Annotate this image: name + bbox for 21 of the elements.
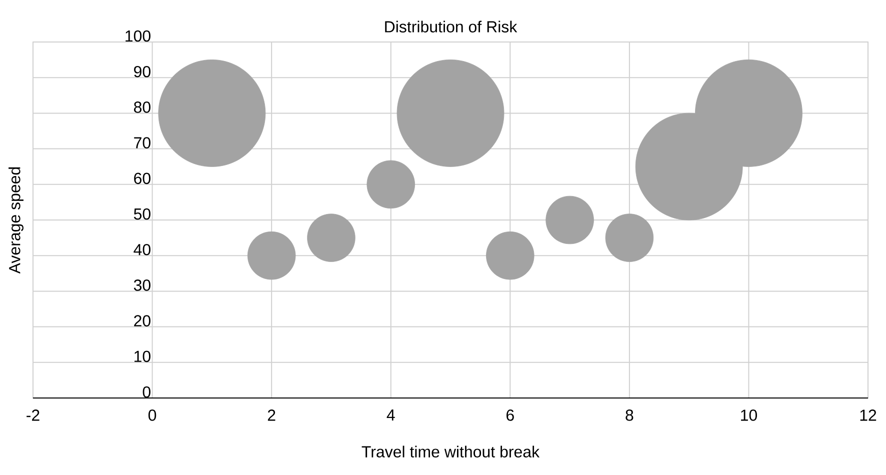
y-tick-label: 40 — [134, 244, 150, 256]
y-tick-label: 30 — [134, 280, 150, 291]
x-tick-label: 6 — [506, 410, 514, 421]
y-tick-label: 90 — [134, 66, 150, 78]
y-tick-label: 50 — [134, 208, 150, 220]
y-tick-label: 70 — [134, 137, 150, 148]
x-tick-label: 12 — [860, 410, 876, 421]
x-tick-label: -2 — [26, 410, 40, 421]
y-tick-label: 10 — [134, 350, 150, 362]
x-tick-label: 8 — [626, 410, 634, 421]
y-tick-label: 100 — [126, 30, 150, 42]
y-axis-title: Average speed — [8, 167, 24, 274]
y-tick-label: 60 — [134, 172, 150, 184]
y-tick-label: 20 — [134, 315, 150, 326]
y-tick-label: 0 — [142, 386, 150, 398]
x-tick-label: 2 — [268, 410, 276, 421]
chart-title: Distribution of Risk — [385, 20, 518, 32]
x-tick-label: 4 — [386, 410, 395, 421]
x-axis-title: Travel time without break — [362, 446, 540, 458]
x-tick-label: 10 — [741, 410, 757, 421]
y-tick-label: 80 — [134, 102, 150, 113]
